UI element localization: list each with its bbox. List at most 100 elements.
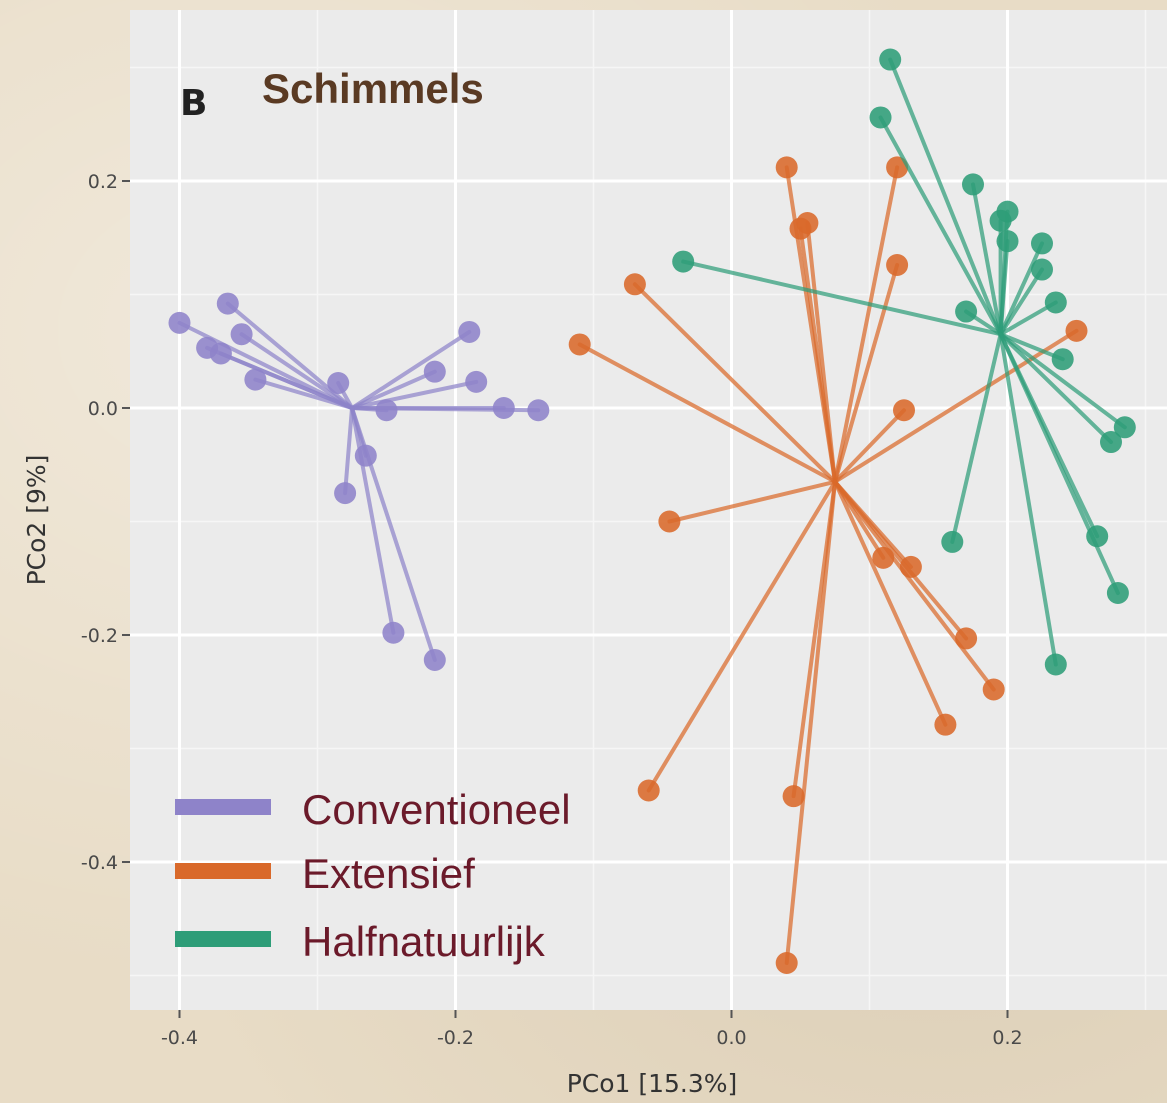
grid-lines	[130, 10, 1167, 1010]
spider-line-halfnatuurlijk	[998, 332, 1120, 596]
data-point-conventioneel	[492, 397, 515, 419]
data-point-halfnatuurlijk	[1044, 653, 1067, 676]
spider-line-conventioneel	[350, 329, 472, 410]
data-point-extensief	[982, 678, 1005, 701]
data-point-extensief	[886, 253, 909, 276]
data-point-extensief	[955, 627, 978, 650]
x-tick-label: 0.0	[716, 1027, 746, 1049]
data-point-conventioneel	[423, 648, 446, 671]
legend-swatch-halfnatuurlijk	[175, 931, 271, 947]
spider-line-extensief	[667, 479, 837, 524]
spider-line-conventioneel	[350, 379, 479, 410]
axes: -0.4 -0.2 0.0 0.2 -0.4 -0.2 0.0 0.2	[81, 171, 1023, 1049]
spider-line-halfnatuurlijk	[998, 332, 1127, 430]
legend-label-halfnatuurlijk: Halfnatuurlijk	[302, 918, 546, 965]
data-point-conventioneel	[423, 360, 446, 383]
y-axis-title: PCo2 [9%]	[22, 455, 51, 586]
data-point-conventioneel	[375, 399, 398, 422]
spider-line-halfnatuurlijk	[888, 57, 1003, 337]
data-point-halfnatuurlijk	[996, 230, 1019, 253]
chart-title: Schimmels	[262, 65, 484, 112]
series-layer	[168, 48, 1136, 975]
data-point-halfnatuurlijk	[1100, 431, 1122, 454]
data-point-extensief	[623, 273, 646, 296]
data-point-conventioneel	[327, 372, 350, 395]
data-point-conventioneel	[216, 292, 239, 315]
plot-panel	[130, 10, 1167, 1010]
data-point-extensief	[782, 785, 805, 808]
data-point-conventioneel	[334, 482, 357, 505]
legend-label-extensief: Extensief	[302, 850, 475, 897]
y-tick-label: -0.2	[81, 625, 118, 647]
data-point-halfnatuurlijk	[879, 48, 902, 71]
x-axis-title: PCo1 [15.3%]	[567, 1069, 738, 1098]
data-point-conventioneel	[168, 311, 191, 334]
data-point-conventioneel	[527, 399, 550, 422]
spider-line-extensief	[833, 165, 900, 484]
legend-swatch-extensief	[175, 863, 271, 879]
legend-swatch-conventioneel	[175, 799, 271, 815]
spider-line-halfnatuurlijk	[998, 267, 1044, 337]
data-point-halfnatuurlijk	[989, 209, 1012, 232]
data-point-conventioneel	[244, 368, 267, 391]
spider-line-conventioneel	[350, 369, 437, 410]
spider-line-halfnatuurlijk	[998, 332, 1065, 362]
data-point-halfnatuurlijk	[869, 106, 892, 129]
data-point-extensief	[775, 952, 798, 975]
spider-line-extensief	[805, 220, 837, 484]
data-point-halfnatuurlijk	[1106, 582, 1129, 605]
spider-line-halfnatuurlijk	[998, 241, 1044, 337]
spider-line-halfnatuurlijk	[878, 115, 1003, 337]
x-tick-label: 0.2	[992, 1027, 1022, 1049]
legend-label-conventioneel: Conventioneel	[302, 786, 571, 833]
data-point-halfnatuurlijk	[955, 300, 978, 323]
y-tick-label: 0.0	[88, 398, 118, 420]
legend: Conventioneel Extensief Halfnatuurlijk	[175, 786, 571, 965]
spider-line-halfnatuurlijk	[971, 182, 1003, 337]
spider-line-halfnatuurlijk	[950, 332, 1003, 544]
spider-line-extensief	[784, 479, 837, 966]
data-point-extensief	[658, 510, 681, 533]
data-point-extensief	[568, 333, 591, 356]
spider-line-extensief	[833, 328, 1079, 484]
data-point-halfnatuurlijk	[941, 530, 964, 553]
series-conventioneel	[168, 292, 550, 671]
y-tick-label: -0.4	[81, 852, 118, 874]
spider-line-extensief	[833, 479, 948, 727]
spider-line-halfnatuurlijk	[681, 259, 1003, 337]
data-point-halfnatuurlijk	[1086, 525, 1109, 548]
spider-line-extensief	[577, 342, 837, 484]
data-point-conventioneel	[382, 621, 405, 644]
data-point-halfnatuurlijk	[1031, 258, 1053, 281]
spider-line-conventioneel	[218, 351, 354, 410]
spider-line-halfnatuurlijk	[998, 332, 1058, 667]
data-point-halfnatuurlijk	[1051, 348, 1074, 371]
panel-label: B	[180, 83, 207, 124]
y-tick-label: 0.2	[88, 171, 118, 193]
data-point-extensief	[775, 156, 798, 179]
data-point-halfnatuurlijk	[962, 173, 984, 196]
spider-line-conventioneel	[239, 332, 354, 410]
spider-line-extensief	[833, 408, 906, 484]
data-point-conventioneel	[230, 323, 253, 346]
data-point-extensief	[637, 779, 660, 802]
data-point-halfnatuurlijk	[1031, 232, 1053, 255]
data-point-halfnatuurlijk	[672, 250, 695, 273]
data-point-extensief	[796, 211, 819, 234]
data-point-extensief	[886, 156, 909, 179]
series-extensief	[568, 156, 1088, 975]
spider-line-conventioneel	[350, 406, 396, 635]
series-halfnatuurlijk	[672, 48, 1136, 676]
data-point-conventioneel	[458, 320, 481, 343]
data-point-conventioneel	[209, 342, 232, 365]
data-point-extensief	[872, 546, 895, 569]
data-point-halfnatuurlijk	[1113, 416, 1136, 439]
spider-line-extensief	[833, 262, 900, 484]
data-point-conventioneel	[465, 370, 488, 393]
spider-line-conventioneel	[253, 377, 354, 410]
spider-line-halfnatuurlijk	[998, 239, 1010, 337]
spider-line-extensief	[833, 479, 996, 692]
spider-line-conventioneel	[343, 406, 354, 496]
